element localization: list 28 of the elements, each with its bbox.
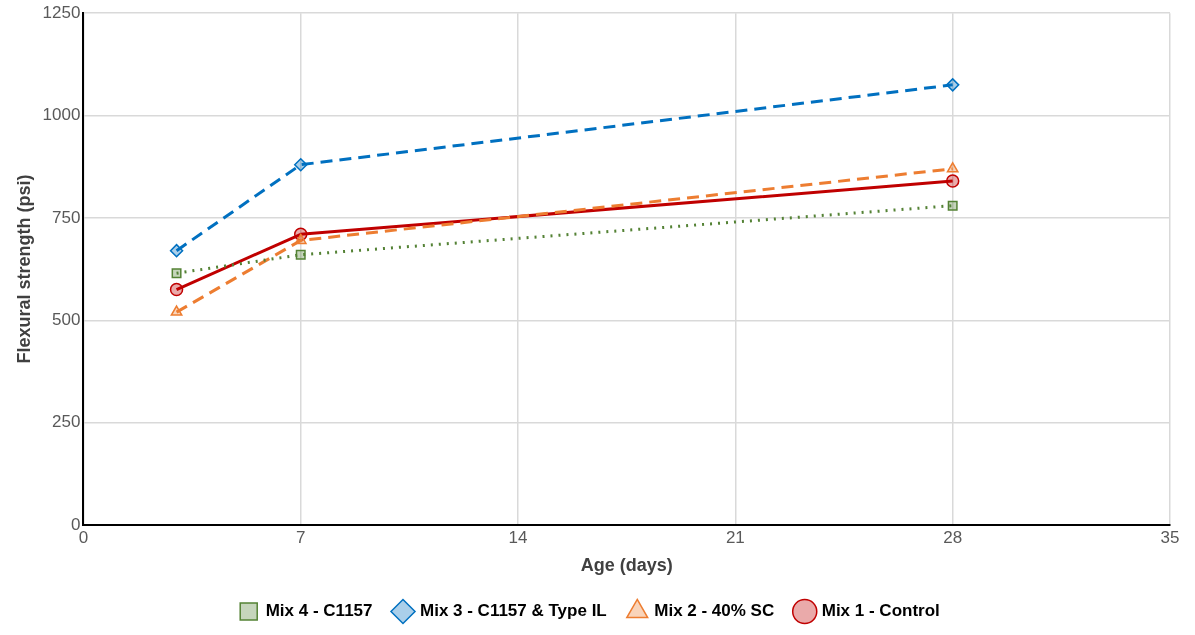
point <box>170 305 183 316</box>
x-axis-title: Age (days) <box>580 555 673 576</box>
legend-label: Mix 3 - C1157 & Type IL <box>419 601 607 621</box>
point <box>293 157 308 172</box>
y-tick-label: 750 <box>52 207 81 227</box>
point <box>947 200 958 211</box>
point <box>294 233 307 245</box>
y-tick-label: 1000 <box>42 105 81 125</box>
point <box>169 282 184 297</box>
y-tick-label: 250 <box>52 412 81 432</box>
point <box>171 268 182 279</box>
y-tick-label: 1250 <box>42 2 81 22</box>
y-axis-title: Flexural strength (psi) <box>13 174 34 364</box>
point <box>169 243 184 258</box>
point <box>945 174 960 188</box>
x-tick-label: 7 <box>296 527 306 547</box>
x-tick-label: 14 <box>508 527 528 547</box>
point <box>295 249 306 260</box>
y-tick-label: 0 <box>70 514 81 534</box>
y-tick-label: 500 <box>52 309 81 329</box>
legend-label: Mix 4 - C1157 <box>265 601 373 621</box>
legend-label: Mix 1 - Control <box>821 601 940 621</box>
x-tick-label: 21 <box>725 527 745 547</box>
x-tick-label: 28 <box>943 527 963 547</box>
point <box>945 78 960 92</box>
point <box>946 162 959 173</box>
legend-label: Mix 2 - 40% SC <box>654 601 775 621</box>
x-tick-label: 35 <box>1160 527 1180 547</box>
